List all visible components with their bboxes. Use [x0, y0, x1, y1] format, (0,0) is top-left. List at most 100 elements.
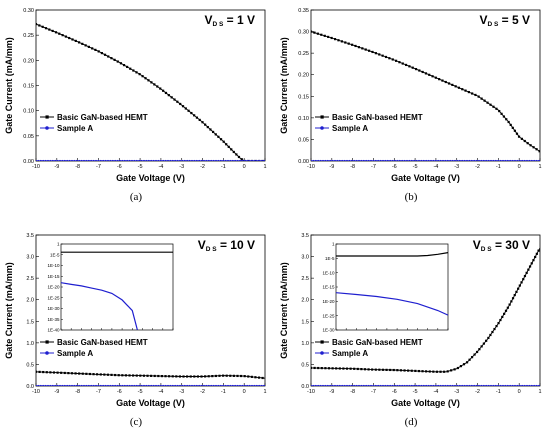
series-marker	[475, 350, 479, 354]
series-marker	[340, 40, 343, 43]
series-marker	[428, 73, 431, 76]
series-marker	[87, 159, 90, 161]
series-marker	[417, 369, 421, 373]
x-tick-label: -2	[475, 164, 480, 170]
series-marker	[501, 384, 505, 386]
series-marker	[258, 384, 261, 386]
series-line-1	[36, 23, 265, 161]
series-marker	[117, 374, 120, 377]
series-marker	[495, 324, 498, 328]
inset-frame	[335, 243, 449, 331]
series-marker	[42, 159, 45, 161]
series-marker	[345, 367, 349, 370]
series-marker	[521, 384, 524, 386]
series-marker	[250, 375, 253, 378]
x-tick-label: 0	[518, 164, 521, 170]
series-marker	[513, 129, 516, 132]
series-marker	[190, 159, 194, 161]
series-marker	[415, 384, 418, 386]
series-marker	[378, 368, 381, 371]
series-marker	[164, 384, 167, 386]
x-tick-label: -8	[350, 389, 355, 395]
series-marker	[357, 46, 361, 49]
series-marker	[523, 139, 526, 143]
series-marker	[504, 309, 508, 312]
series-marker	[327, 35, 330, 39]
series-marker	[525, 271, 528, 274]
series-marker	[224, 159, 227, 161]
series-marker	[520, 137, 523, 140]
series-marker	[211, 375, 214, 378]
series-marker	[42, 384, 45, 386]
series-marker	[200, 159, 203, 161]
series-marker	[121, 374, 124, 377]
x-axis-label: Gate Voltage (V)	[116, 398, 185, 408]
series-marker	[67, 372, 70, 375]
series-marker	[386, 159, 389, 161]
legend-entry: Basic GaN-based HEMT	[57, 338, 148, 347]
y-tick-label: 0.30	[23, 8, 34, 14]
series-marker	[350, 384, 353, 386]
series-marker	[441, 384, 445, 386]
inset-series-line-1	[336, 252, 448, 257]
series-marker	[446, 159, 449, 161]
series-marker	[510, 300, 513, 303]
series-marker	[201, 121, 204, 124]
series-marker	[497, 159, 500, 161]
series-marker	[329, 159, 332, 161]
series-marker	[153, 83, 156, 86]
series-marker	[344, 41, 347, 44]
series-marker	[323, 34, 326, 37]
series-marker	[478, 348, 481, 351]
series-marker	[144, 77, 147, 80]
series-marker	[68, 36, 71, 40]
series-marker	[63, 371, 66, 375]
series-marker	[348, 159, 351, 161]
series-marker	[511, 126, 514, 129]
series-marker	[353, 384, 356, 386]
series-marker	[100, 51, 103, 55]
series-marker	[428, 370, 431, 373]
series-marker	[493, 327, 496, 331]
series-marker	[453, 368, 456, 371]
series-marker	[444, 159, 447, 161]
series-marker	[467, 90, 470, 94]
series-marker	[528, 265, 532, 268]
series-marker	[497, 322, 500, 325]
series-marker	[236, 374, 239, 378]
series-marker	[157, 374, 160, 378]
series-marker	[431, 75, 434, 78]
series-marker	[193, 375, 196, 378]
series-marker	[92, 384, 95, 386]
series-marker	[353, 367, 356, 370]
series-marker	[434, 76, 437, 79]
series-marker	[229, 384, 232, 386]
series-marker	[51, 159, 54, 161]
series-marker	[51, 29, 54, 33]
x-tick-label: -9	[329, 389, 334, 395]
series-marker	[530, 159, 533, 161]
series-marker	[182, 375, 185, 378]
series-marker	[152, 384, 155, 386]
inset-series-line-2	[336, 292, 448, 316]
panel-caption: (a)	[130, 191, 143, 203]
series-marker	[485, 159, 488, 161]
series-marker	[85, 372, 88, 375]
series-marker	[345, 384, 349, 386]
series-marker	[212, 384, 215, 386]
series-marker	[492, 159, 495, 161]
series-marker	[391, 384, 394, 386]
x-tick-label: -6	[392, 389, 397, 395]
series-marker	[114, 373, 117, 377]
series-marker	[343, 159, 346, 161]
series-marker	[511, 384, 514, 386]
series-marker	[480, 345, 483, 348]
series-marker	[257, 376, 261, 379]
series-marker	[350, 159, 353, 161]
plot-frame	[310, 9, 541, 162]
series-marker	[198, 159, 201, 161]
series-marker	[126, 384, 129, 386]
series-marker	[369, 159, 373, 161]
series-marker	[527, 268, 530, 271]
series-marker	[118, 384, 122, 386]
